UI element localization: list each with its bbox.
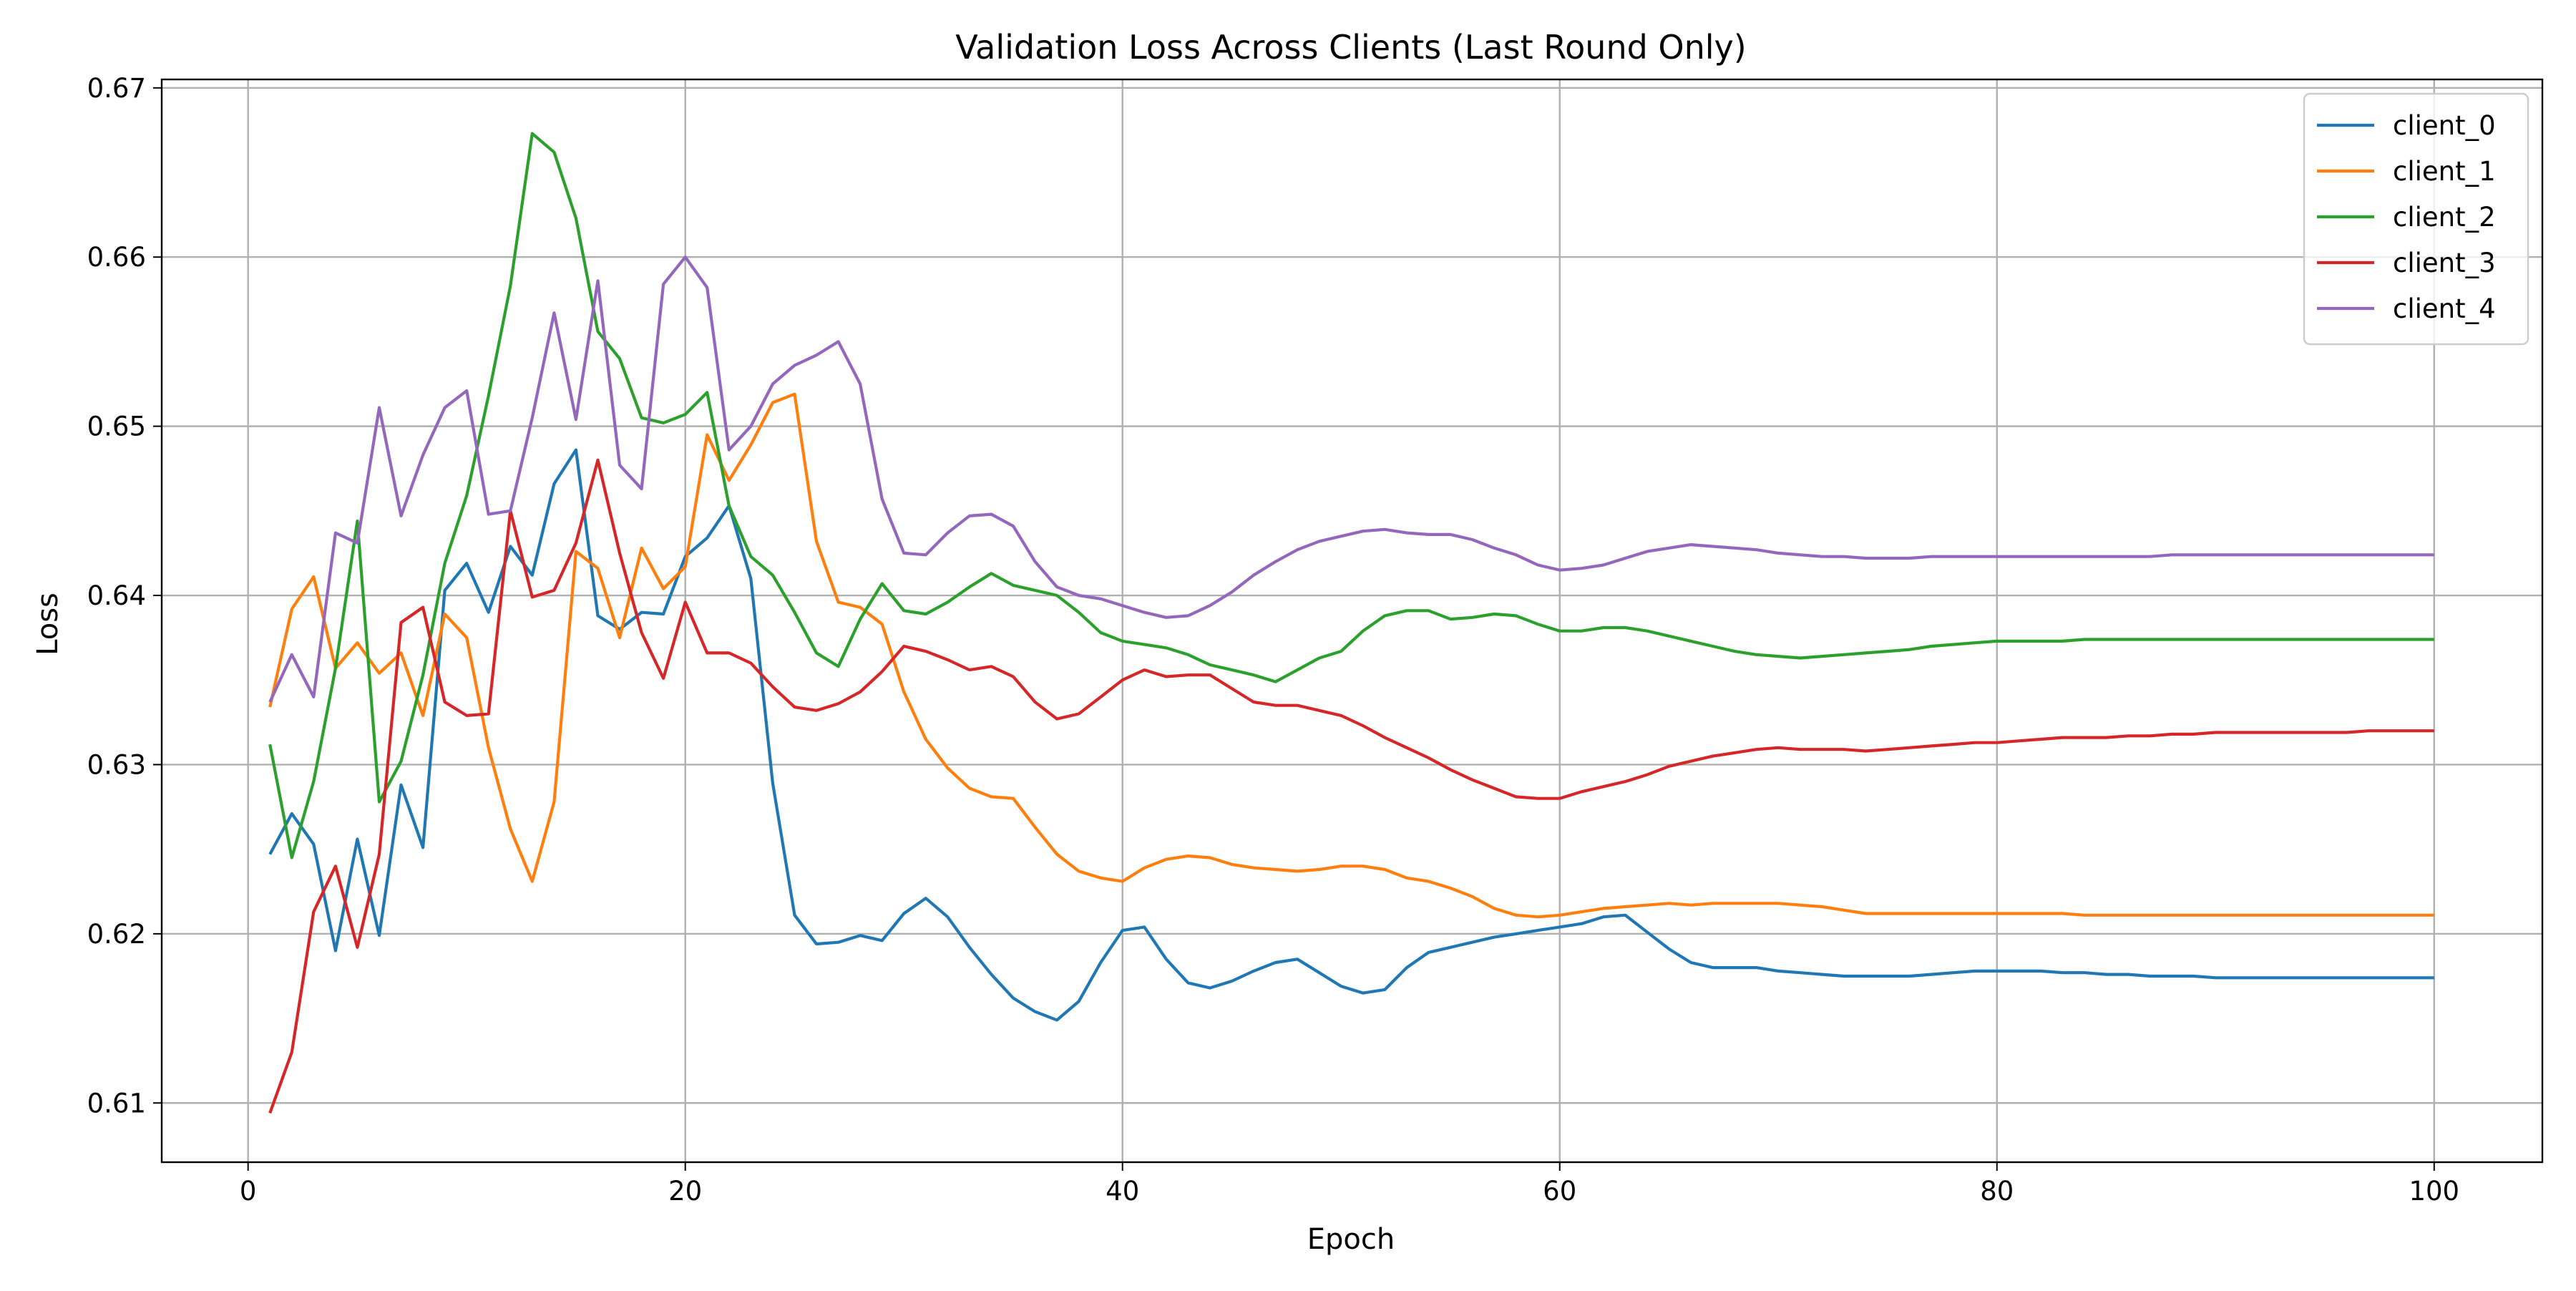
y-tick-label: 0.64 (87, 580, 146, 611)
x-tick-label: 0 (240, 1176, 257, 1207)
x-tick-label: 60 (1543, 1176, 1576, 1207)
x-tick-label: 80 (1980, 1176, 2014, 1207)
y-tick-label: 0.65 (87, 411, 146, 442)
plot-frame (160, 78, 2544, 1164)
y-tick-label: 0.62 (87, 919, 146, 950)
series-line-client-2 (268, 132, 2434, 859)
x-axis-title: Epoch (1307, 1223, 1395, 1256)
legend-label: client_0 (2393, 110, 2496, 141)
x-tick-label: 40 (1106, 1176, 1139, 1207)
y-axis-title: Loss (31, 593, 64, 656)
series-line-client-4 (268, 255, 2434, 703)
series-lines (268, 132, 2434, 1114)
legend-label: client_4 (2393, 293, 2496, 324)
y-tick-label: 0.61 (87, 1088, 146, 1119)
series-line-client-3 (268, 458, 2434, 1114)
y-tick-label: 0.66 (87, 242, 146, 273)
x-tick-label: 20 (668, 1176, 702, 1207)
legend: client_0 client_1 client_2 client_3 client_4 (2303, 92, 2529, 346)
x-tick-label: 100 (2409, 1176, 2459, 1207)
legend-label: client_3 (2393, 248, 2496, 278)
chart-title: Validation Loss Across Clients (Last Rou… (955, 28, 1746, 67)
y-tick-label: 0.67 (87, 73, 146, 104)
legend-label: client_2 (2393, 202, 2496, 233)
legend-box (2303, 92, 2529, 346)
legend-label: client_1 (2393, 156, 2496, 187)
axis-ticks: 0 20 40 60 80 100 0.61 0.62 0.63 0.64 0.65 0.66 0.67 (87, 73, 2459, 1207)
y-tick-label: 0.63 (87, 749, 146, 780)
series-line-client-0 (268, 448, 2434, 1022)
